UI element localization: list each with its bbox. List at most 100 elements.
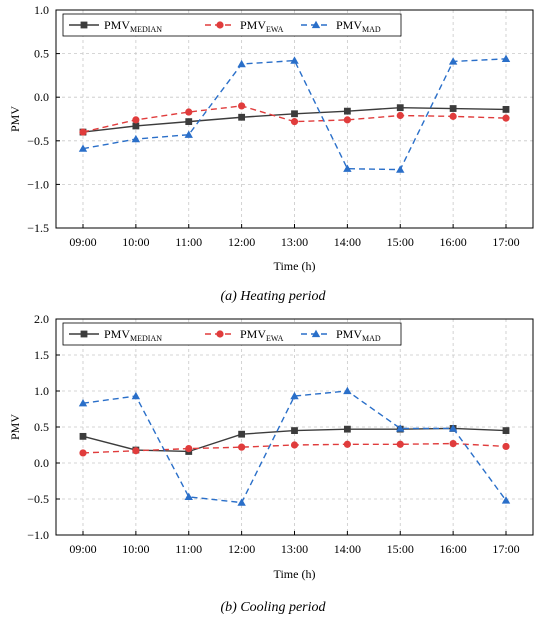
- marker-median-0: [79, 432, 87, 440]
- x-tick-label: 09:00: [69, 235, 96, 249]
- y-tick-label: −1.0: [27, 177, 49, 191]
- series-line-mad: [82, 58, 507, 171]
- marker-ewa-0: [79, 128, 87, 136]
- x-tick-label: 11:00: [175, 235, 202, 249]
- legend: PMVMEDIAN PMVEWA PMVMAD: [62, 13, 402, 37]
- marker-mad-2: [184, 130, 193, 138]
- marker-ewa-8: [502, 114, 510, 122]
- x-tick-label: 15:00: [387, 542, 414, 556]
- marker-mad-7: [448, 57, 458, 65]
- panel-caption: (a) Heating period: [221, 289, 327, 304]
- marker-mad-5: [343, 164, 352, 172]
- x-tick-label: 14:00: [334, 235, 361, 249]
- chart-panel-b: −1.0 −0.5 0.0 0.5 1.0 1.5 2.0 09:00 10:00 11:00 12…: [8, 312, 534, 615]
- marker-ewa-1: [132, 447, 140, 455]
- y-tick-label: −0.5: [27, 492, 49, 506]
- y-tick-label: 0.5: [34, 420, 49, 434]
- marker-ewa-2: [185, 108, 193, 116]
- marker-ewa-4: [290, 118, 299, 126]
- legend-label-median: PMVMEDIAN: [104, 18, 162, 34]
- marker-mad-4: [290, 56, 299, 64]
- marker-median-3: [238, 113, 246, 121]
- legend-label-mad: PMVMAD: [336, 18, 381, 34]
- series-median: [79, 104, 510, 136]
- marker-median-8: [502, 106, 510, 113]
- x-tick-label: 13:00: [281, 235, 308, 249]
- marker-ewa-4: [290, 441, 299, 449]
- x-tick-label: 17:00: [492, 235, 519, 249]
- marker-ewa-6: [396, 111, 404, 120]
- marker-mad-4: [290, 391, 299, 400]
- marker-median-6: [396, 104, 404, 112]
- y-tick-label: 1.0: [34, 3, 49, 17]
- marker-mad-legend: [311, 329, 321, 338]
- marker-median-7: [449, 105, 457, 112]
- marker-mad-1: [131, 391, 141, 400]
- marker-median-3: [238, 430, 246, 438]
- y-tick-label: 1.0: [34, 384, 49, 398]
- marker-median-5: [343, 107, 351, 115]
- marker-median-5: [343, 425, 351, 433]
- marker-ewa-7: [449, 112, 457, 120]
- marker-mad-6: [396, 165, 405, 173]
- marker-ewa-7: [449, 439, 457, 448]
- marker-median-4: [291, 427, 298, 434]
- y-tick-label: 0.0: [34, 90, 49, 104]
- marker-ewa-6: [396, 440, 404, 448]
- x-tick-label: 14:00: [334, 542, 361, 556]
- marker-mad-legend: [311, 20, 321, 29]
- series-line-ewa: [82, 105, 507, 133]
- marker-mad-7: [448, 424, 458, 432]
- marker-ewa-3: [238, 102, 246, 110]
- marker-ewa-5: [343, 440, 351, 448]
- legend: PMVMEDIAN PMVEWA PMVMAD: [62, 322, 402, 346]
- y-tick-label: 2.0: [34, 312, 49, 326]
- x-tick-label: 12:00: [228, 235, 255, 249]
- y-tick-label: −0.5: [27, 134, 49, 148]
- y-tick-label: −1.5: [27, 221, 49, 235]
- marker-median-4: [291, 110, 298, 118]
- legend-label-ewa: PMVEWA: [240, 18, 284, 34]
- x-tick-label: 16:00: [439, 542, 466, 556]
- x-tick-label: 09:00: [69, 542, 96, 556]
- marker-ewa-legend: [216, 21, 224, 29]
- y-tick-label: 1.5: [34, 348, 49, 362]
- y-axis-title: PMV: [8, 106, 22, 132]
- series-line-mad: [82, 390, 507, 504]
- x-tick-label: 15:00: [387, 235, 414, 249]
- marker-median-2: [185, 118, 193, 126]
- y-tick-label: 0.0: [34, 456, 49, 470]
- x-tick-label: 16:00: [439, 235, 466, 249]
- marker-ewa-8: [502, 442, 510, 451]
- x-axis-title: Time (h): [274, 259, 316, 273]
- marker-mad-1: [131, 134, 141, 143]
- x-axis-title: Time (h): [274, 567, 316, 581]
- marker-median-legend: [80, 330, 88, 338]
- marker-mad-0: [78, 399, 88, 407]
- marker-mad-8: [501, 496, 511, 504]
- panel-caption: (b) Cooling period: [221, 600, 327, 615]
- series-ewa: [79, 439, 510, 457]
- marker-ewa-0: [79, 449, 87, 457]
- marker-mad-3: [237, 498, 246, 506]
- legend-label-mad: PMVMAD: [336, 327, 381, 343]
- series-ewa: [79, 102, 510, 136]
- marker-mad-2: [184, 492, 193, 500]
- x-tick-label: 10:00: [122, 542, 149, 556]
- marker-ewa-5: [343, 116, 351, 124]
- chart-panel-a: −1.5 −1.0 −0.5 0.0 0.5 1.0 09:00 10:00 11:00 12:0…: [8, 3, 534, 304]
- x-tick-label: 17:00: [492, 542, 519, 556]
- legend-box: [62, 13, 402, 37]
- marker-median-1: [132, 122, 140, 130]
- legend-label-ewa: PMVEWA: [240, 327, 284, 343]
- marker-mad-0: [78, 144, 88, 152]
- y-axis-title: PMV: [8, 414, 22, 440]
- x-tick-label: 13:00: [281, 542, 308, 556]
- marker-mad-8: [501, 54, 511, 62]
- x-tick-label: 10:00: [122, 235, 149, 249]
- legend-label-median: PMVMEDIAN: [104, 327, 162, 343]
- marker-mad-6: [396, 424, 405, 432]
- series-mad: [78, 386, 511, 506]
- marker-ewa-3: [238, 443, 246, 451]
